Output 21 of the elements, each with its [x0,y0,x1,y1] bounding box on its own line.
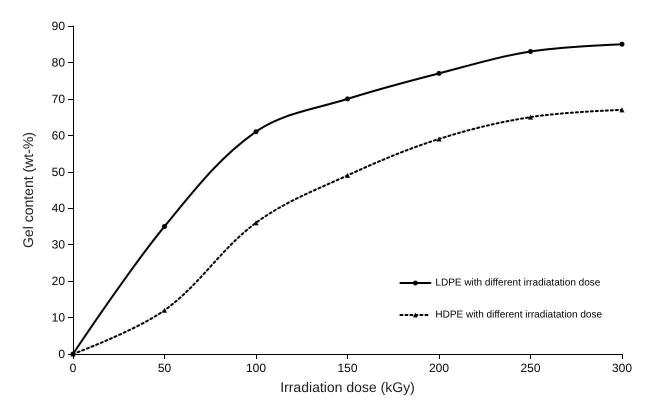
x-tick-label: 300 [612,361,632,375]
x-tick-label: 250 [520,361,541,375]
x-axis-title: Irradiation dose (kGy) [280,379,415,395]
y-tick-label: 40 [52,201,66,216]
y-tick-label: 80 [52,55,66,70]
x-tick-label: 150 [337,361,358,375]
x-tick-label: 200 [428,361,450,375]
y-tick-label: 50 [52,164,66,179]
y-tick-label: 10 [52,310,66,325]
x-tick-label: 100 [246,361,266,375]
x-tick-label: 0 [70,361,77,375]
x-tick-label: 50 [158,361,172,375]
legend-label: HDPE with different irradiatation dose [435,310,602,320]
y-tick-label: 20 [52,274,66,288]
y-tick-label: 70 [52,92,66,106]
y-tick-label: 0 [58,347,66,361]
y-tick-label: 30 [52,238,66,252]
y-tick-label: 60 [52,128,66,142]
y-tick-label: 90 [52,19,66,33]
y-axis-title: Gel content (wt-%) [20,132,36,248]
legend-label: LDPE with different irradiatation dose [435,278,601,288]
